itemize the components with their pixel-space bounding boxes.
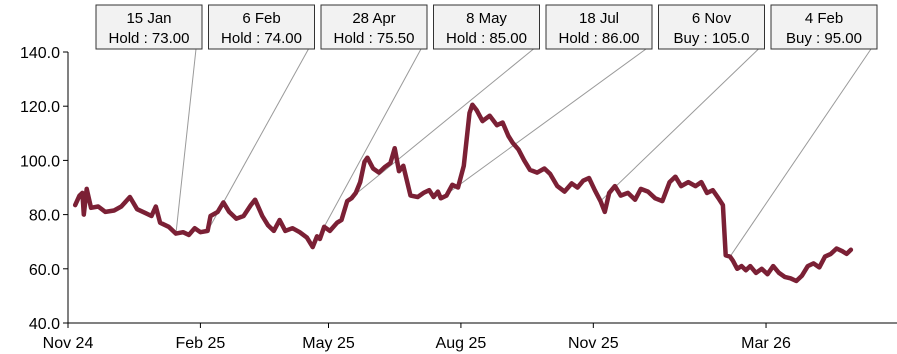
annotation-recommendation: Hold : 73.00 [109, 30, 190, 47]
annotation-leader-line [346, 48, 534, 202]
annotation-leader-line [440, 48, 647, 199]
annotation-boxes: 15 Jan Hold : 73.00 6 Feb Hold : 74.00 28 Ap… [95, 4, 878, 50]
annotation-date: 4 Feb [805, 10, 843, 27]
annotation-recommendation: Hold : 74.00 [221, 30, 302, 47]
annotation-date: 15 Jan [126, 10, 171, 27]
y-tick-label: 80.0 [29, 208, 60, 225]
annotation-box [320, 4, 428, 50]
x-tick-label: Mar 26 [741, 335, 791, 352]
annotation-date: 6 Nov [692, 10, 732, 27]
annotation-leader-line [323, 48, 422, 228]
chart-axes: 40.0 60.0 80.0 100.0 120.0 140.0 Nov 24 Feb 25 M… [20, 45, 897, 352]
y-tick-label: 60.0 [29, 262, 60, 279]
annotation-recommendation: Buy : 95.00 [786, 30, 862, 47]
annotation-recommendation: Buy : 105.0 [674, 30, 750, 47]
x-tick-label: Aug 25 [436, 335, 487, 352]
annotation-date: 6 Feb [242, 10, 280, 27]
annotation-recommendation: Hold : 85.00 [446, 30, 527, 47]
y-tick-label: 140.0 [20, 45, 60, 62]
y-tick-label: 40.0 [29, 316, 60, 333]
annotation-date: 8 May [466, 10, 507, 27]
annotation-leader-line [600, 48, 759, 202]
annotation-box [545, 4, 653, 50]
annotation-box [95, 4, 203, 50]
series-line [72, 102, 854, 284]
annotation-leaders [175, 48, 872, 257]
x-tick-label: Feb 25 [176, 335, 226, 352]
annotation-leader-line [175, 48, 197, 234]
annotation-box [770, 4, 878, 50]
x-tick-label: May 25 [302, 335, 355, 352]
annotation-recommendation: Hold : 75.50 [334, 30, 415, 47]
annotation-leader-line [729, 48, 872, 257]
x-tick-label: Nov 24 [43, 335, 94, 352]
annotation-date: 28 Apr [352, 10, 395, 27]
series-group [72, 102, 854, 284]
annotation-box [658, 4, 765, 50]
y-tick-label: 120.0 [20, 99, 60, 116]
y-tick-label: 100.0 [20, 153, 60, 170]
annotation-box [208, 4, 315, 50]
annotation-box [433, 4, 540, 50]
annotation-recommendation: Hold : 86.00 [559, 30, 640, 47]
x-tick-label: Nov 25 [568, 335, 619, 352]
annotation-date: 18 Jul [579, 10, 619, 27]
